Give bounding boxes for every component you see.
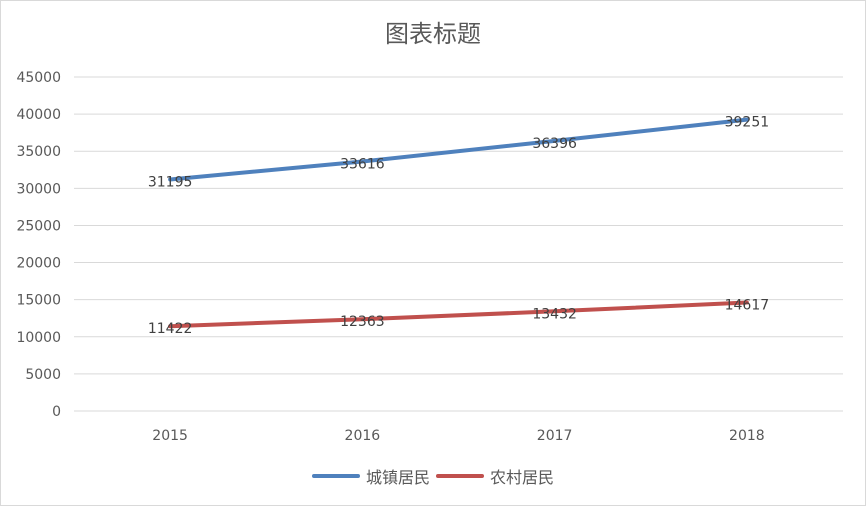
y-tick-label: 0: [52, 404, 61, 420]
y-tick-label: 30000: [16, 181, 61, 197]
data-label: 36396: [532, 136, 577, 152]
y-tick-label: 20000: [16, 256, 61, 272]
legend-label-rural: 农村居民: [490, 468, 555, 487]
data-label: 14617: [725, 298, 770, 314]
series-line-1: [168, 300, 749, 329]
data-label: 11422: [148, 321, 193, 337]
legend-label-urban: 城镇居民: [365, 468, 430, 487]
legend-item-urban: 城镇居民: [311, 464, 430, 488]
x-tick-label: 2015: [152, 428, 188, 444]
y-tick-label: 15000: [16, 293, 61, 309]
y-tick-label: 5000: [25, 367, 61, 383]
y-tick-label: 10000: [16, 330, 61, 346]
data-label: 33616: [340, 156, 385, 172]
y-tick-label: 45000: [16, 70, 61, 86]
data-label: 13432: [532, 306, 577, 322]
legend-swatch-urban: [311, 474, 360, 478]
series-line-0: [168, 117, 749, 182]
y-tick-label: 35000: [16, 144, 61, 160]
legend-item-rural: 农村居民: [436, 464, 554, 488]
x-tick-label: 2018: [729, 428, 765, 444]
x-tick-label: 2016: [345, 428, 381, 444]
x-tick-label: 2017: [537, 428, 573, 444]
data-label: 39251: [725, 115, 770, 131]
chart-title: 图表标题: [385, 20, 481, 48]
legend: 城镇居民 农村居民: [0, 464, 866, 488]
data-label: 31195: [148, 174, 193, 190]
y-tick-label: 40000: [16, 107, 61, 123]
legend-swatch-rural: [436, 474, 484, 478]
data-label: 12363: [340, 314, 385, 330]
y-tick-label: 25000: [16, 218, 61, 234]
